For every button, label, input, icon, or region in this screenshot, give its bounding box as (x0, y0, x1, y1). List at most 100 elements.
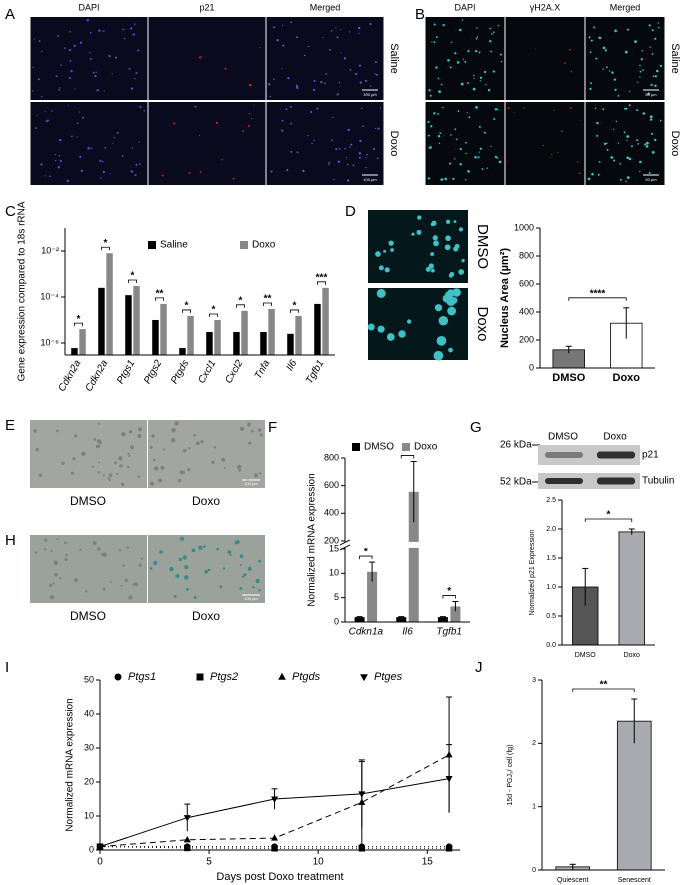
cell (221, 457, 226, 462)
x-tick-label: Ptgds (169, 358, 191, 386)
cell (355, 73, 358, 76)
cell (497, 24, 500, 27)
cell (352, 164, 355, 167)
cell (406, 319, 412, 324)
cell (649, 46, 651, 48)
cell (619, 178, 622, 181)
cell (475, 106, 478, 109)
cell (140, 557, 144, 560)
cell (644, 143, 647, 146)
cell (605, 66, 608, 69)
cell (87, 147, 90, 150)
bar (396, 617, 407, 622)
cell (98, 29, 101, 32)
cell (219, 585, 223, 589)
cell (76, 136, 79, 138)
cell (193, 433, 197, 437)
cell (137, 433, 142, 438)
cell (191, 548, 196, 553)
y-tick-label: 800 (324, 452, 339, 462)
cell (224, 466, 226, 469)
bar (71, 348, 78, 355)
cell (659, 64, 663, 67)
y-tick-label: 10 (329, 568, 339, 578)
cell (170, 437, 176, 443)
cell (171, 427, 176, 433)
x-tick-label: Senescent (618, 877, 651, 884)
significance-label: ** (156, 289, 164, 300)
cell (92, 541, 97, 546)
cell (127, 452, 130, 455)
cell (58, 87, 61, 89)
cell (430, 125, 433, 128)
cell (97, 547, 101, 551)
cell (129, 445, 134, 450)
y-tick-label: 1 (532, 804, 536, 811)
cell (492, 31, 495, 34)
cell (247, 422, 251, 427)
cell (570, 70, 573, 73)
cell (253, 473, 259, 478)
cell (32, 66, 34, 69)
significance-bracket (359, 555, 373, 560)
bar (437, 617, 448, 622)
cell (98, 461, 100, 464)
cell (604, 49, 607, 52)
cell (287, 77, 290, 80)
cell (328, 161, 331, 164)
cell (119, 464, 123, 468)
cell (324, 82, 326, 85)
cell (68, 76, 71, 79)
cell (116, 131, 119, 134)
bar (354, 617, 365, 622)
bar (314, 303, 321, 355)
cell (33, 38, 35, 40)
cell (461, 258, 465, 263)
cell (347, 163, 349, 166)
cell (227, 550, 232, 555)
cell (122, 564, 125, 567)
cell (135, 72, 138, 75)
legend-label: Saline (160, 240, 188, 251)
scale-bar-label: 100 µm (244, 481, 258, 486)
cell (149, 567, 153, 570)
cell (247, 566, 252, 571)
cell (221, 158, 223, 161)
x-tick-label: 15 (422, 857, 434, 868)
cell (467, 82, 470, 84)
cell (452, 288, 461, 297)
cell (367, 323, 375, 331)
bar (160, 303, 167, 355)
cell (60, 64, 62, 66)
cell (580, 120, 581, 122)
cell (200, 440, 204, 444)
y-axis-label: Normalized p21 Expression (529, 530, 536, 616)
panel-letter: D (345, 203, 356, 220)
cell (123, 37, 126, 40)
cell (479, 80, 481, 82)
cell (132, 583, 135, 586)
cell (383, 249, 387, 253)
cell (270, 170, 273, 173)
cell (303, 54, 306, 57)
cell (97, 422, 101, 425)
cell (203, 545, 206, 548)
cell (365, 157, 367, 159)
cell (557, 151, 559, 154)
cell (494, 108, 498, 111)
cell (185, 587, 189, 591)
cell (376, 288, 386, 298)
cell (124, 578, 129, 583)
cell (128, 430, 133, 434)
y-tick-label: 1.0 (546, 584, 556, 591)
cell (639, 64, 641, 67)
cell (236, 464, 242, 470)
bar (616, 720, 652, 871)
cell (187, 467, 191, 472)
micrograph (148, 17, 266, 100)
cell (126, 465, 130, 469)
cell (348, 31, 351, 33)
cell (659, 119, 662, 122)
cell (122, 28, 125, 31)
legend-label: DMSO (364, 442, 394, 453)
